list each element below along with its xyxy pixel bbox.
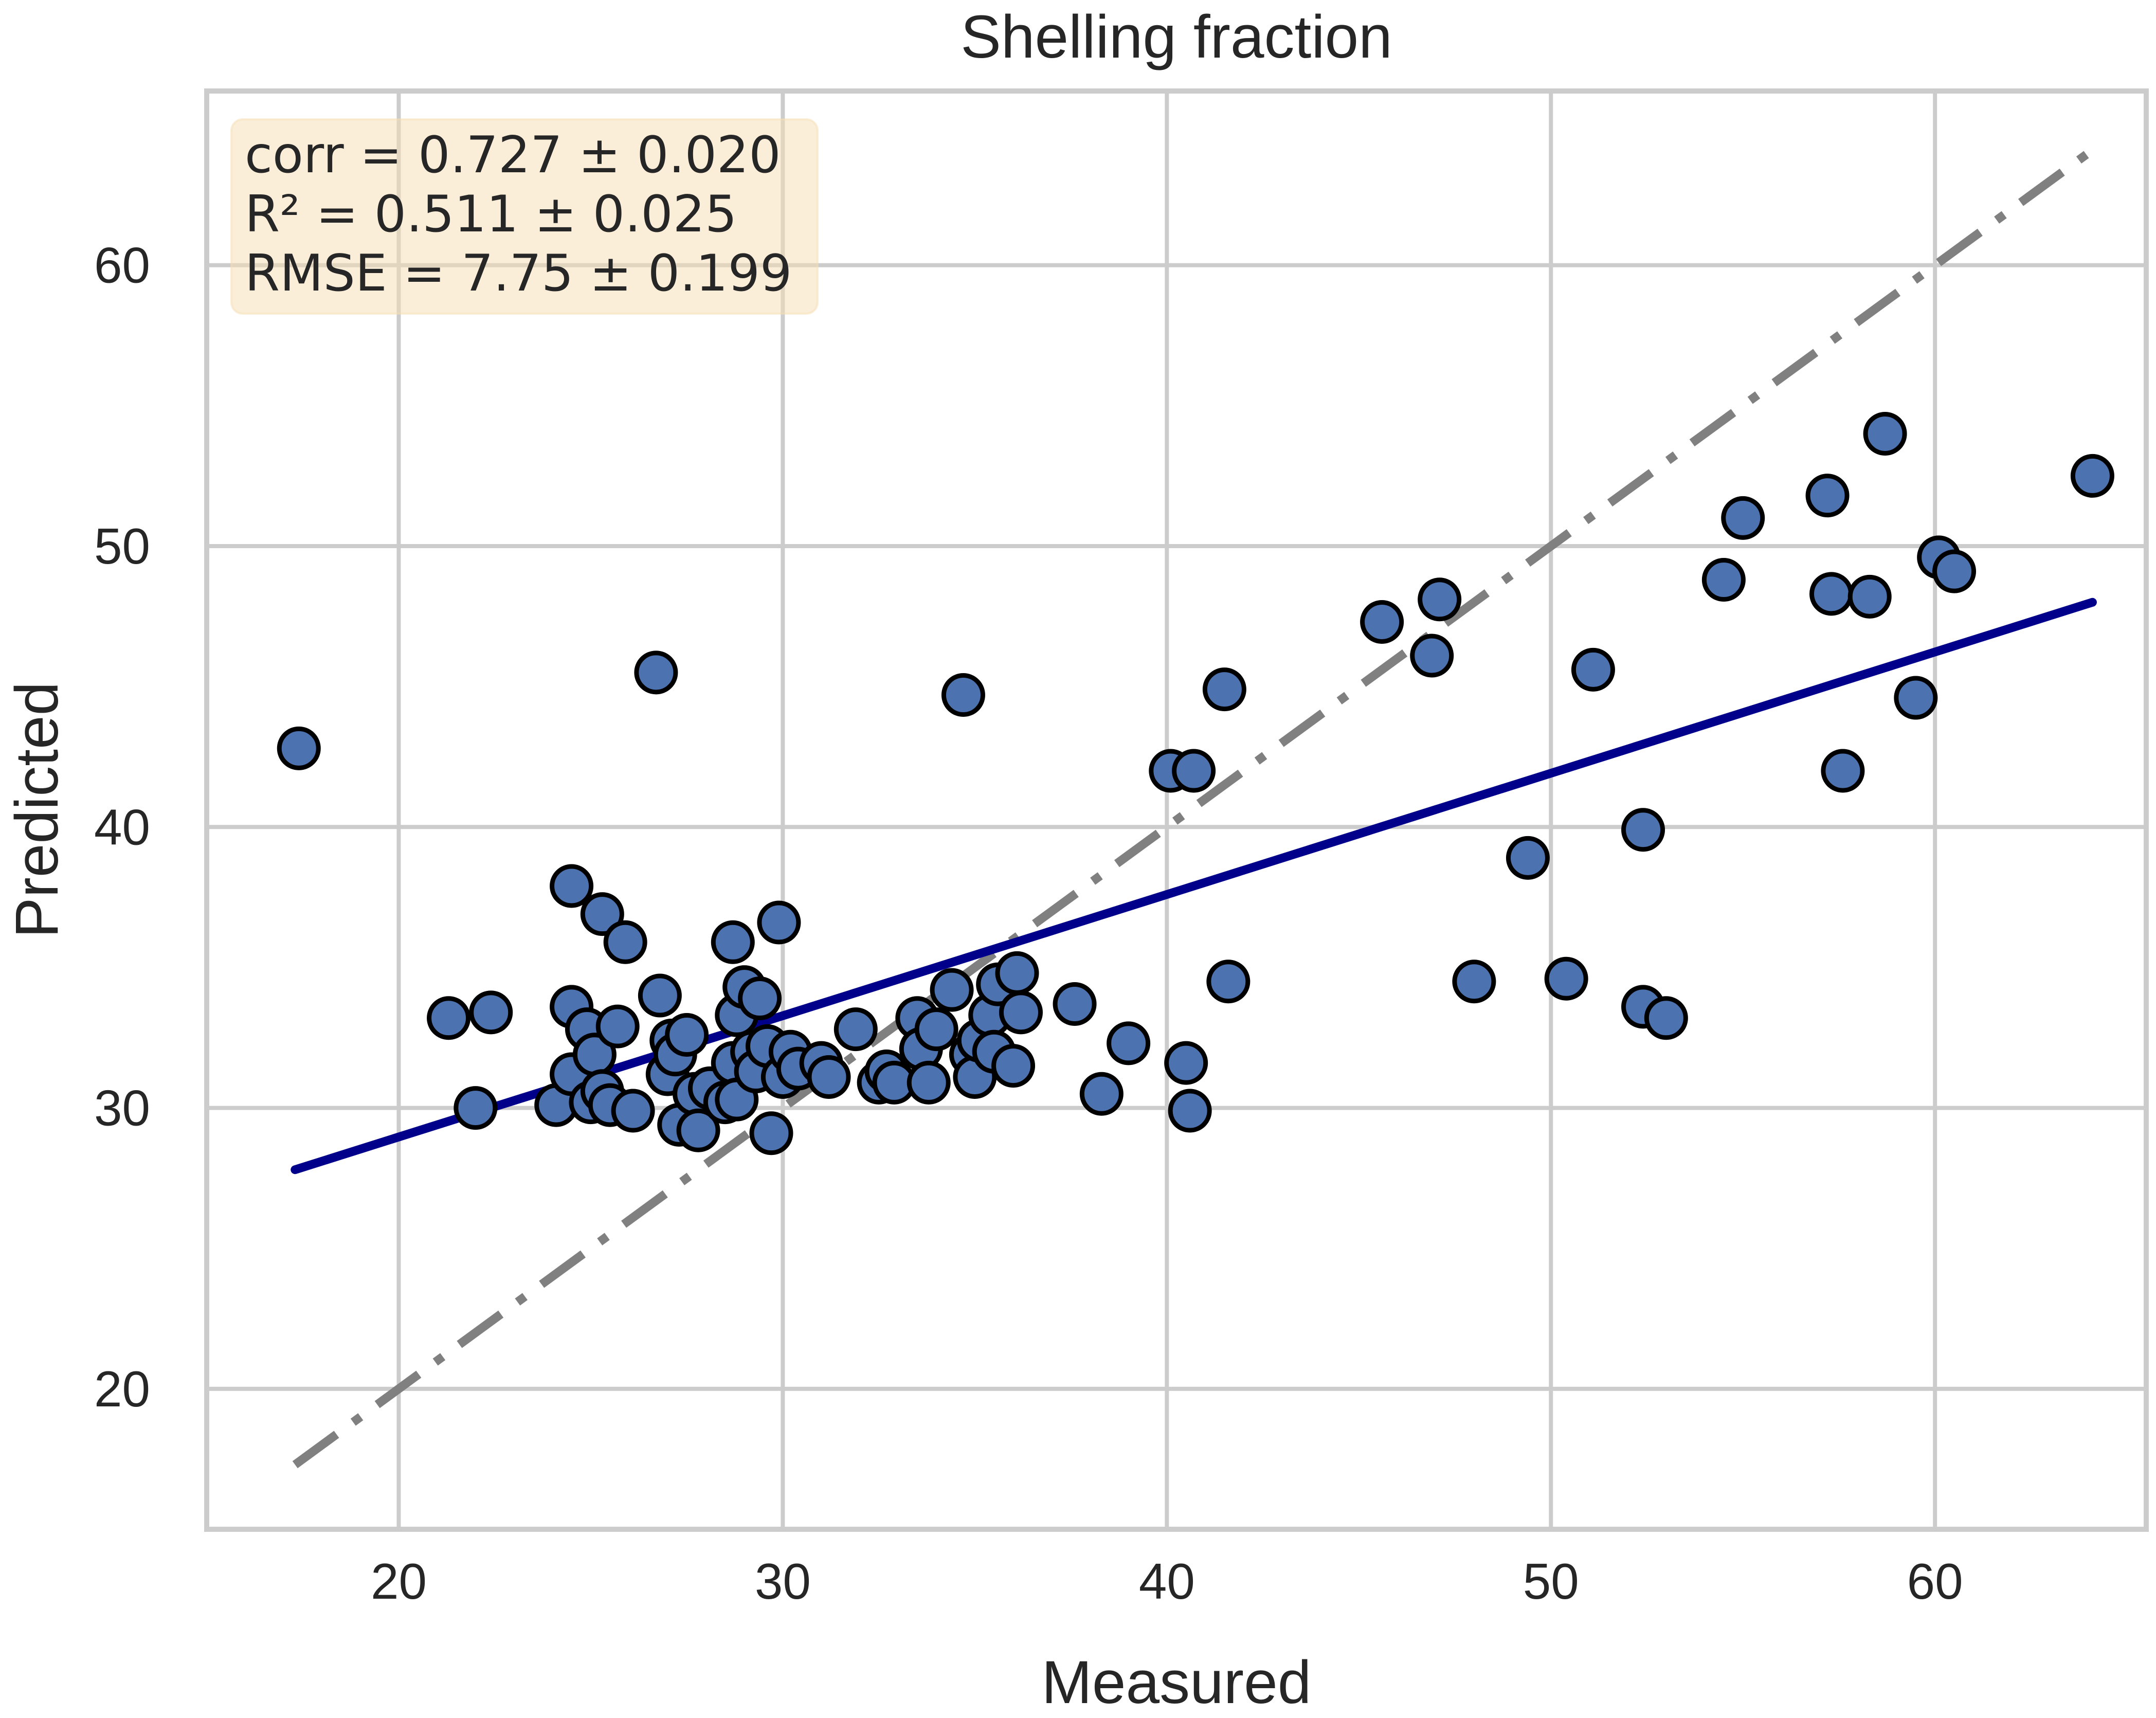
data-point — [1202, 667, 1246, 712]
y-tick-label: 60 — [94, 237, 150, 294]
plot-frame — [204, 88, 2149, 1532]
x-axis-label: Measured — [1042, 1649, 1312, 1716]
data-point — [2070, 454, 2114, 498]
data-point — [277, 726, 321, 770]
data-point — [634, 650, 678, 695]
data-point — [638, 973, 682, 1018]
data-point — [580, 892, 624, 936]
data-point — [1809, 572, 1854, 616]
y-axis-label: Predicted — [3, 682, 71, 938]
stat-corr: corr = 0.727 ± 0.020 — [245, 126, 781, 185]
grid — [207, 91, 2146, 1529]
data-point — [1452, 960, 1496, 1004]
data-point — [995, 951, 1039, 995]
data-point — [749, 1111, 793, 1155]
stats-box — [230, 118, 819, 315]
stats-annotation: corr = 0.727 ± 0.020 R² = 0.511 ± 0.025 … — [230, 118, 819, 315]
x-tick-label: 30 — [755, 1553, 811, 1610]
data-point — [1721, 496, 1765, 540]
data-point — [1894, 676, 1938, 720]
data-point — [930, 968, 974, 1012]
tick-labels: 20 30 40 50 60 20 30 40 50 60 — [94, 237, 1963, 1610]
data-point — [1847, 574, 1892, 619]
data-point — [1863, 411, 1907, 456]
data-point — [665, 1013, 709, 1057]
data-point — [427, 996, 471, 1040]
data-point — [991, 1044, 1036, 1088]
x-tick-label: 40 — [1139, 1553, 1195, 1610]
data-point — [1701, 558, 1746, 602]
y-tick-label: 20 — [94, 1361, 150, 1417]
data-point — [999, 990, 1043, 1035]
y-tick-label: 30 — [94, 1080, 150, 1136]
data-point — [1621, 808, 1665, 852]
data-point — [1053, 982, 1097, 1026]
data-points — [277, 411, 2114, 1155]
data-point — [1644, 996, 1688, 1040]
stat-r2: R² = 0.511 ± 0.025 — [245, 185, 737, 244]
y-tick-label: 40 — [94, 799, 150, 855]
data-point — [1164, 1041, 1208, 1085]
data-point — [611, 1089, 655, 1133]
x-tick-label: 50 — [1523, 1553, 1579, 1610]
y-tick-label: 50 — [94, 518, 150, 574]
data-point — [454, 1086, 498, 1130]
data-point — [738, 976, 782, 1021]
stat-rmse: RMSE = 7.75 ± 0.199 — [245, 244, 792, 303]
data-point — [1544, 956, 1588, 1001]
data-point — [1107, 1021, 1151, 1065]
data-point — [757, 900, 801, 945]
data-point — [907, 1060, 951, 1105]
data-point — [1172, 749, 1216, 793]
data-point — [1410, 634, 1454, 678]
data-point — [595, 1004, 640, 1048]
data-point — [941, 673, 985, 717]
data-point — [676, 1108, 720, 1152]
data-point — [914, 1007, 958, 1052]
data-point — [603, 920, 647, 964]
data-point — [469, 990, 513, 1035]
data-point — [834, 1007, 878, 1052]
data-point — [1168, 1089, 1212, 1133]
data-point — [1079, 1072, 1124, 1116]
data-point — [1418, 577, 1462, 622]
data-point — [1506, 836, 1550, 880]
chart-title: Shelling fraction — [961, 3, 1392, 71]
data-point — [1805, 474, 1850, 518]
data-point — [550, 864, 594, 908]
data-point — [1206, 960, 1251, 1004]
data-point — [1571, 647, 1615, 692]
data-point — [1821, 749, 1865, 793]
data-point — [1360, 600, 1404, 644]
identity-line — [292, 146, 2095, 1469]
x-tick-label: 20 — [371, 1553, 427, 1610]
data-point — [711, 920, 755, 964]
x-tick-label: 60 — [1907, 1553, 1963, 1610]
data-point — [1932, 549, 1977, 593]
data-point — [807, 1055, 851, 1099]
